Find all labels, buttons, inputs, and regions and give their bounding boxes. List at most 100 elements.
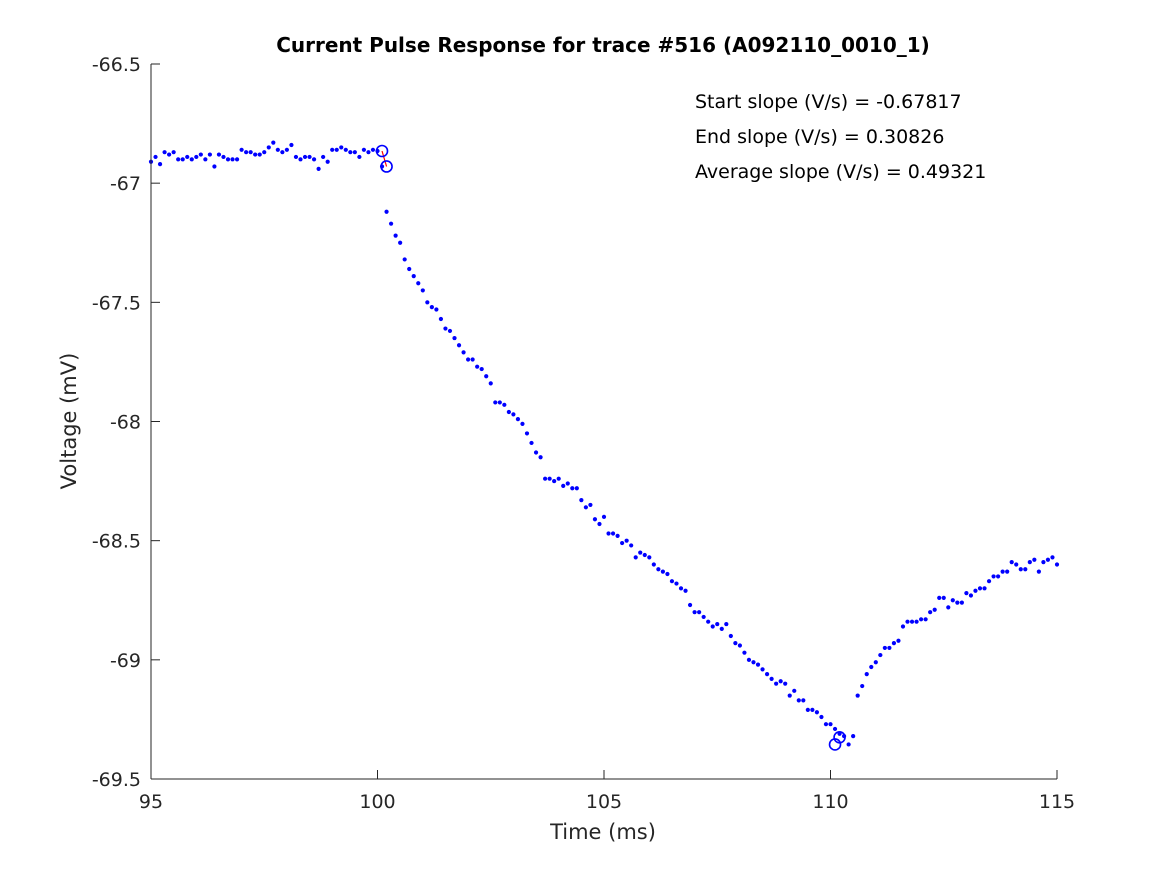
data-point: [755, 662, 761, 667]
data-point: [556, 476, 561, 481]
data-point: [1054, 562, 1060, 567]
data-point: [425, 300, 430, 305]
data-point: [334, 147, 339, 152]
data-point: [352, 150, 357, 155]
data-point: [900, 624, 906, 629]
data-point: [651, 562, 656, 567]
data-point: [438, 316, 444, 322]
data-point: [615, 533, 620, 539]
data-point: [796, 698, 801, 703]
data-point: [307, 154, 312, 160]
connector-line: [381, 150, 388, 167]
data-point: [1009, 560, 1014, 565]
data-point: [891, 641, 897, 646]
data-point: [909, 619, 915, 624]
data-point: [384, 209, 389, 214]
data-point: [665, 571, 670, 577]
x-tick-label: 95: [139, 791, 163, 813]
data-point: [873, 660, 878, 665]
data-point: [1014, 562, 1019, 567]
data-point: [810, 707, 815, 712]
data-point: [162, 150, 167, 155]
data-point: [244, 150, 249, 155]
data-point: [171, 150, 176, 155]
data-point: [751, 660, 756, 665]
data-point: [760, 667, 765, 672]
y-tick-label: -66.5: [92, 54, 141, 76]
data-point: [248, 150, 253, 155]
data-point: [461, 350, 466, 355]
data-point: [561, 483, 566, 488]
data-point: [769, 676, 774, 682]
data-point: [715, 621, 720, 627]
data-point: [620, 540, 625, 546]
data-points: [148, 140, 1060, 747]
y-tick-label: -68: [110, 412, 141, 434]
data-point: [1041, 560, 1046, 565]
data-point: [905, 619, 910, 624]
data-point: [973, 588, 978, 593]
data-point: [728, 633, 733, 639]
data-point: [746, 657, 752, 662]
slope-annotations: Start slope (V/s) = -0.67817 End slope (…: [695, 91, 986, 183]
annotation-start-slope: Start slope (V/s) = -0.67817: [695, 91, 962, 113]
data-point: [488, 381, 493, 386]
data-point: [819, 714, 824, 720]
data-point: [764, 672, 770, 677]
data-point: [674, 581, 679, 586]
data-point: [434, 307, 439, 312]
data-point: [456, 343, 462, 348]
data-point: [271, 140, 276, 145]
data-point: [683, 588, 688, 593]
data-point: [991, 574, 996, 579]
chart-title: Current Pulse Response for trace #516 (A…: [276, 33, 930, 57]
data-point: [280, 150, 285, 155]
data-point: [624, 538, 629, 543]
data-point: [253, 152, 258, 157]
x-tick-label: 110: [812, 791, 848, 813]
data-point: [923, 617, 928, 622]
data-point: [642, 552, 647, 558]
data-point: [398, 240, 403, 245]
data-point: [366, 150, 371, 155]
data-point: [176, 157, 181, 162]
data-point: [475, 364, 480, 369]
data-point: [737, 643, 743, 648]
data-point: [828, 722, 833, 727]
data-point: [887, 645, 892, 651]
data-point: [1045, 557, 1051, 562]
data-point: [443, 326, 448, 331]
plot-area: [148, 140, 1060, 751]
data-point: [601, 514, 607, 519]
data-point: [896, 638, 901, 643]
data-point: [198, 152, 203, 157]
data-point: [325, 159, 330, 164]
data-point: [697, 610, 702, 615]
data-point: [1050, 555, 1055, 560]
data-point: [919, 617, 924, 622]
data-point: [257, 152, 262, 157]
data-point: [638, 550, 643, 555]
x-axis-label: Time (ms): [549, 820, 656, 844]
data-point: [606, 531, 611, 536]
data-point: [479, 366, 484, 372]
data-point: [1005, 569, 1010, 574]
data-point: [466, 357, 471, 362]
data-point: [524, 431, 530, 436]
data-point: [1018, 567, 1023, 572]
data-point: [470, 357, 475, 362]
data-point: [348, 150, 353, 155]
data-point: [629, 543, 634, 548]
data-point: [407, 266, 412, 272]
data-point: [1023, 567, 1028, 572]
data-point: [774, 681, 779, 686]
y-tick-label: -68.5: [92, 531, 141, 553]
data-point: [194, 154, 199, 160]
data-point: [361, 147, 367, 152]
data-point: [597, 521, 602, 527]
data-point: [520, 421, 525, 426]
data-point: [189, 157, 194, 162]
data-point: [302, 154, 308, 160]
x-tick-label: 115: [1039, 791, 1075, 813]
data-point: [846, 742, 851, 747]
